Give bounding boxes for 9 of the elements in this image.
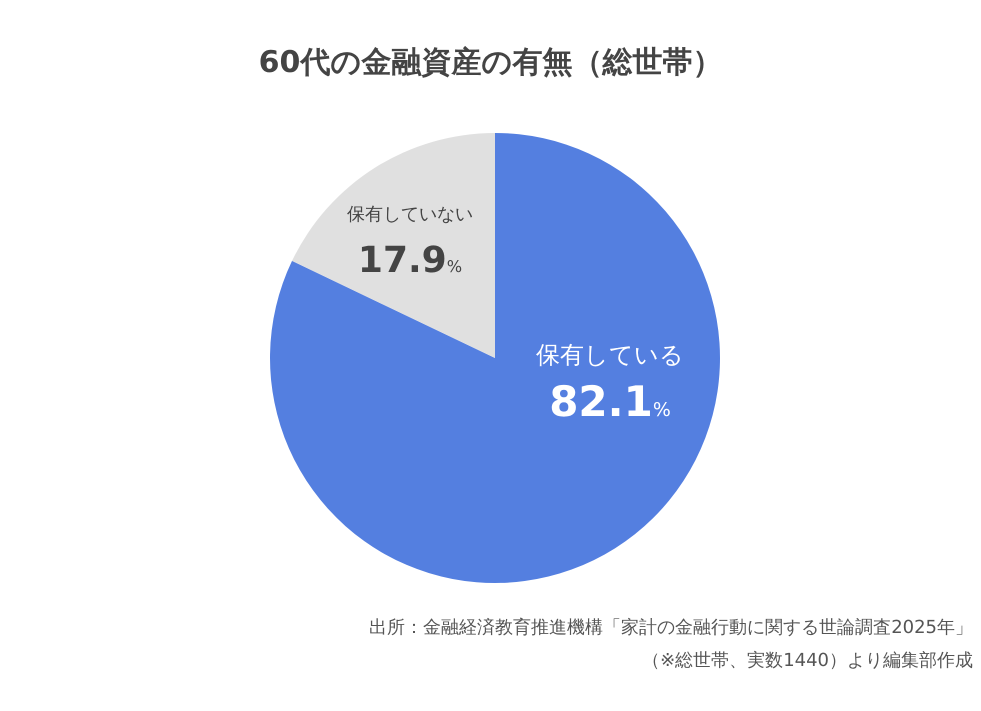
data-label: 17.9%: [358, 240, 462, 281]
text: （※総世帯、実数1440）より編集部作成: [642, 649, 973, 672]
slice-label: 保有していない: [347, 204, 473, 225]
text: 出所：金融経済教育推進機構「家計の金融行動に関する世論調査2025年」: [369, 616, 973, 639]
pie-slice: [270, 133, 720, 583]
pie-slice: [292, 133, 495, 358]
slice-label: 保有している: [536, 341, 684, 369]
data-label: 82.1%: [549, 377, 671, 426]
chart-title: 60代の金融資産の有無（総世帯）: [258, 44, 724, 82]
